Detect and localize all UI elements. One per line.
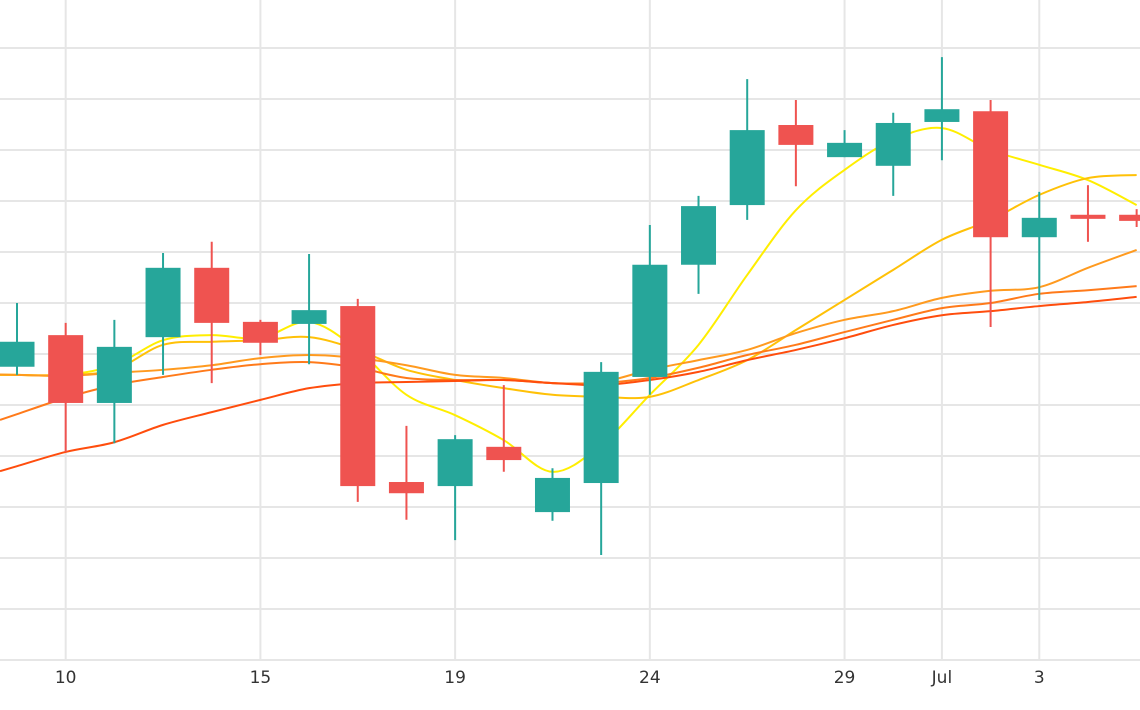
candle-body <box>875 122 911 166</box>
candle-up <box>681 195 717 294</box>
candle-up <box>145 253 181 375</box>
candle-up <box>96 319 132 444</box>
candle-body <box>924 109 960 122</box>
candle-up <box>875 112 911 196</box>
candle-down <box>486 385 522 472</box>
candle-up <box>583 362 619 555</box>
candle-down <box>1070 185 1106 242</box>
candle-body <box>388 482 424 494</box>
candle-up <box>827 130 863 158</box>
x-tick-label: 24 <box>639 668 661 688</box>
candle-body <box>437 439 473 487</box>
candle-body <box>778 125 814 145</box>
x-tick-label: 19 <box>444 668 466 688</box>
candle-body <box>1070 214 1106 219</box>
candle-body <box>827 142 863 158</box>
x-tick-label: 29 <box>834 668 856 688</box>
candles <box>0 57 1140 555</box>
candle-body <box>96 346 132 403</box>
x-axis: 10 15 19 24 29 Jul 3 <box>55 668 1045 688</box>
candle-up <box>534 468 570 521</box>
candle-up <box>729 79 765 220</box>
ma-5-line <box>0 295 1137 473</box>
candle-body <box>48 335 84 403</box>
candle-body <box>291 310 327 324</box>
x-tick-label: 3 <box>1034 668 1045 688</box>
candle-up <box>924 57 960 161</box>
candle-down <box>242 319 278 356</box>
candle-down <box>778 100 814 187</box>
candle-body <box>632 264 668 377</box>
x-tick-label: 15 <box>250 668 272 688</box>
candle-body <box>534 477 570 513</box>
candle-body <box>242 321 278 343</box>
candle-up <box>437 435 473 541</box>
ma-1-line <box>0 126 1138 473</box>
candle-down <box>194 241 230 384</box>
candle-body <box>681 206 717 265</box>
candle-body <box>486 446 522 461</box>
candle-down <box>388 425 424 520</box>
candle-down <box>973 100 1009 327</box>
candle-body <box>194 267 230 323</box>
candle-body <box>729 130 765 206</box>
candle-up <box>0 303 35 375</box>
candle-down <box>1119 209 1140 228</box>
candle-body <box>973 111 1009 238</box>
candle-up <box>632 224 668 395</box>
x-tick-label: 10 <box>55 668 77 688</box>
candle-body <box>0 341 35 367</box>
candle-body <box>1021 217 1057 238</box>
x-tick-label: Jul <box>931 668 953 688</box>
candle-body <box>583 371 619 484</box>
candle-down <box>48 322 84 452</box>
candle-down <box>340 298 376 502</box>
candle-body <box>145 267 181 338</box>
candle-up <box>291 254 327 365</box>
candle-up <box>1021 191 1057 300</box>
candle-body <box>1119 214 1140 221</box>
candle-body <box>340 306 376 487</box>
